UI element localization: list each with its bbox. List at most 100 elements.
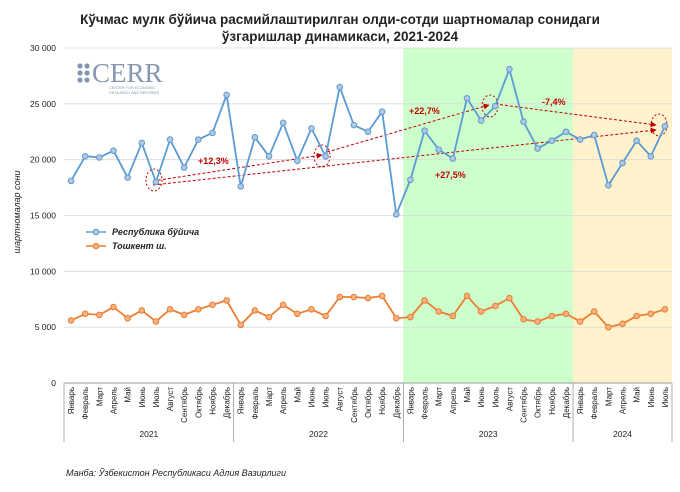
x-tick-label: Ноябрь [378,387,387,415]
data-point [138,307,146,314]
x-tick-label: Март [604,387,613,406]
data-point [661,122,669,130]
data-point [166,136,174,143]
x-tick-label: Апрель [279,387,288,414]
x-tick-label: Декабрь [562,387,571,418]
data-point [195,136,202,143]
data-point [81,153,89,160]
chart-title-line2: ўзгаришлар динамикаси, 2021-2024 [222,29,459,44]
data-point [279,301,287,309]
data-point [67,177,75,185]
data-point [350,293,358,301]
data-point [491,302,499,310]
data-point [364,128,372,136]
legend-label-tashkent: Тошкент ш. [112,241,167,251]
data-point [605,323,612,331]
data-point [294,310,301,318]
data-point [506,65,513,73]
data-point [336,83,344,91]
data-point [407,176,414,184]
data-point [548,137,556,144]
data-point [110,147,117,155]
x-tick-label: Июль [152,387,161,407]
data-point [449,312,457,320]
data-point [279,119,287,127]
data-point [534,145,541,152]
data-point [477,308,485,315]
highlight-ellipse-jul-2022 [313,144,331,168]
x-axis-year-labels: 2021 2022 2023 2024 [139,429,632,439]
x-tick-label: Август [166,387,175,411]
x-tick-label: Январь [67,387,76,414]
legend-marker-republic [92,228,100,236]
year-label-2022: 2022 [309,429,328,439]
data-point [294,157,301,165]
data-point [463,292,471,300]
data-point [180,164,188,171]
x-tick-label: Май [293,387,302,403]
x-tick-label: Июнь [138,387,147,407]
x-tick-label: Ноябрь [548,387,557,415]
x-tick-label: Июль [322,387,331,407]
data-point [166,306,174,313]
x-axis-month-labels: Январь Февраль Март Апрель Май Июнь Июль Август… [67,387,670,423]
x-tick-label: Октябрь [364,387,373,418]
x-tick-label: Январь [576,387,585,414]
data-point [209,301,216,309]
data-point [251,307,259,314]
legend-label-republic: Республика бўйича [112,227,199,237]
data-point [392,314,400,322]
data-point [364,294,372,302]
trend-arrow-minus-7-4 [494,103,657,128]
x-tick-label: Июль [661,387,670,407]
data-point [421,127,428,134]
data-point [435,308,442,315]
y-tick-label: 25 000 [30,99,56,109]
y-tick-label: 30 000 [30,43,56,53]
data-point [548,312,556,320]
data-point [350,121,358,129]
x-tick-label: Октябрь [534,387,543,418]
data-point [96,154,103,161]
highlight-ellipse-jul-2021 [145,168,163,192]
data-point [449,155,457,162]
chart-title-line1: Кўчмас мулк бўйича расмийлаштирилган олд… [80,12,600,27]
y-tick-label: 0 [51,378,56,388]
data-point [336,293,344,301]
data-point [138,139,146,147]
x-tick-label: Январь [237,387,246,414]
data-point [180,311,188,319]
y-axis-ticks: 0 5 000 10 000 15 000 20 000 25 000 30 000 [30,43,56,388]
data-point [322,153,329,160]
y-axis-label: шартномалар сони [12,170,22,253]
data-point [562,310,570,318]
y-tick-label: 5 000 [35,322,57,332]
x-tick-label: Сентябрь [520,387,529,423]
data-point [209,129,216,137]
x-tick-label: Апрель [109,387,118,414]
data-point [435,146,442,153]
year-label-2023: 2023 [479,429,498,439]
data-point [378,108,386,115]
x-tick-label: Июль [491,387,500,407]
x-tick-label: Декабрь [223,387,232,418]
data-point [647,153,655,160]
data-point [392,211,400,218]
gridlines [64,47,672,328]
data-point [124,174,131,181]
x-tick-label: Апрель [619,387,628,414]
x-tick-label: Октябрь [194,387,203,418]
legend-marker-tashkent [92,242,100,250]
trend-arrow-22-7 [326,103,490,153]
data-point [647,310,655,318]
data-point [322,312,329,320]
data-point [223,91,230,99]
data-point [67,317,75,324]
logo-circles-icon [77,63,90,83]
data-point [378,292,386,300]
data-point [590,131,598,139]
annotation-27-5: +27,5% [435,170,466,180]
x-tick-label: Сентябрь [350,387,359,423]
data-point [619,320,626,328]
y-tick-label: 10 000 [30,266,56,276]
